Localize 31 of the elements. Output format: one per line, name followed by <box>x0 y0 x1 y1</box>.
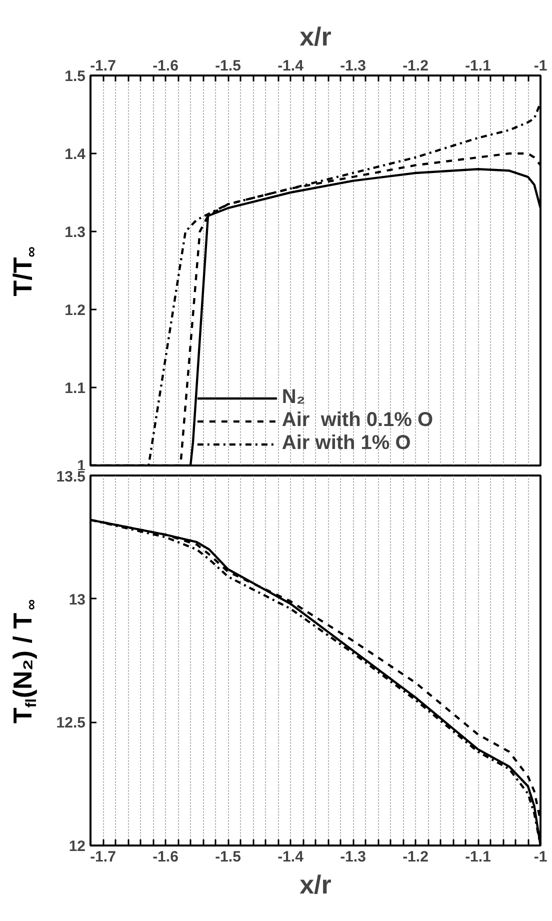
y-tick-label: 12.5 <box>56 714 86 732</box>
x-tick-label: -1.3 <box>340 58 366 74</box>
x-tick-label: -1.6 <box>152 848 178 866</box>
x-axis-title: x/r <box>300 870 332 900</box>
legend-label: Air with 1% O <box>282 432 411 455</box>
y-tick-label: 1.2 <box>64 302 86 319</box>
y-axis-title: Tfl(N₂) / T∞ <box>8 598 40 724</box>
x-tick-label: -1.4 <box>278 58 304 74</box>
x-tick-label: -1 <box>534 58 548 74</box>
x-tick-label: -1.4 <box>278 848 304 866</box>
y-tick-label: 1.4 <box>64 146 86 163</box>
x-tick-label: -1.7 <box>90 848 116 866</box>
x-tick-label: -1.5 <box>215 848 241 866</box>
x-tick-label: -1.2 <box>402 848 428 866</box>
x-tick-label: -1.2 <box>402 58 428 74</box>
x-tick-label: -1 <box>534 848 548 866</box>
x-tick-label: -1.7 <box>90 58 116 74</box>
y-tick-label: 12 <box>68 838 86 855</box>
y-tick-label: 13 <box>68 591 86 608</box>
legend-label: Air with 0.1% O <box>282 409 434 432</box>
x-tick-label: -1.6 <box>152 58 178 74</box>
x-tick-label: -1.3 <box>340 848 366 866</box>
x-tick-label: -1.1 <box>465 58 491 74</box>
x-tick-label: -1.1 <box>465 848 491 866</box>
x-axis-title: x/r <box>300 22 332 52</box>
legend-label: N₂ <box>282 386 306 409</box>
y-tick-label: 1.3 <box>64 224 86 241</box>
y-tick-label: 1.1 <box>64 380 86 397</box>
y-axis-title: T/T∞ <box>8 246 40 296</box>
x-tick-label: -1.5 <box>215 58 241 74</box>
y-tick-label: 1.5 <box>64 68 86 85</box>
